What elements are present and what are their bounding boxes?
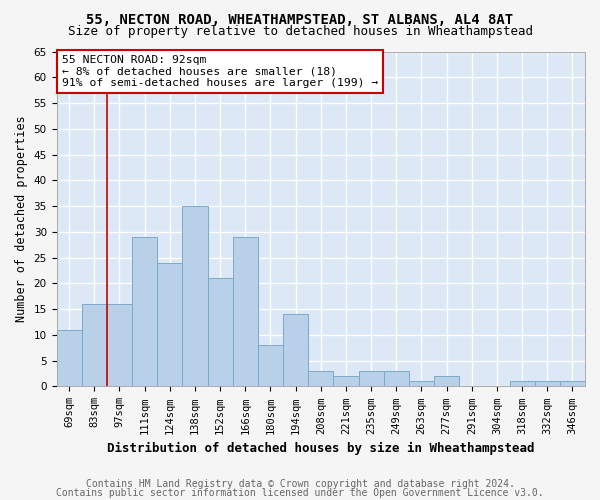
X-axis label: Distribution of detached houses by size in Wheathampstead: Distribution of detached houses by size … [107, 442, 535, 455]
Bar [509, 381, 535, 386]
Text: 55 NECTON ROAD: 92sqm
← 8% of detached houses are smaller (18)
91% of semi-detac: 55 NECTON ROAD: 92sqm ← 8% of detached h… [62, 55, 378, 88]
Bar [208, 278, 233, 386]
Bar [233, 237, 258, 386]
Bar [182, 206, 208, 386]
Bar [535, 381, 560, 386]
Bar [157, 262, 182, 386]
Bar [334, 376, 359, 386]
Bar [132, 237, 157, 386]
Bar [409, 381, 434, 386]
Bar [434, 376, 459, 386]
Text: Contains HM Land Registry data © Crown copyright and database right 2024.: Contains HM Land Registry data © Crown c… [86, 479, 514, 489]
Bar [560, 381, 585, 386]
Bar [359, 371, 383, 386]
Bar [383, 371, 409, 386]
Bar [283, 314, 308, 386]
Bar [56, 330, 82, 386]
Text: Contains public sector information licensed under the Open Government Licence v3: Contains public sector information licen… [56, 488, 544, 498]
Bar [82, 304, 107, 386]
Bar [308, 371, 334, 386]
Bar [258, 345, 283, 387]
Bar [107, 304, 132, 386]
Text: 55, NECTON ROAD, WHEATHAMPSTEAD, ST ALBANS, AL4 8AT: 55, NECTON ROAD, WHEATHAMPSTEAD, ST ALBA… [86, 12, 514, 26]
Text: Size of property relative to detached houses in Wheathampstead: Size of property relative to detached ho… [67, 25, 533, 38]
Y-axis label: Number of detached properties: Number of detached properties [15, 116, 28, 322]
